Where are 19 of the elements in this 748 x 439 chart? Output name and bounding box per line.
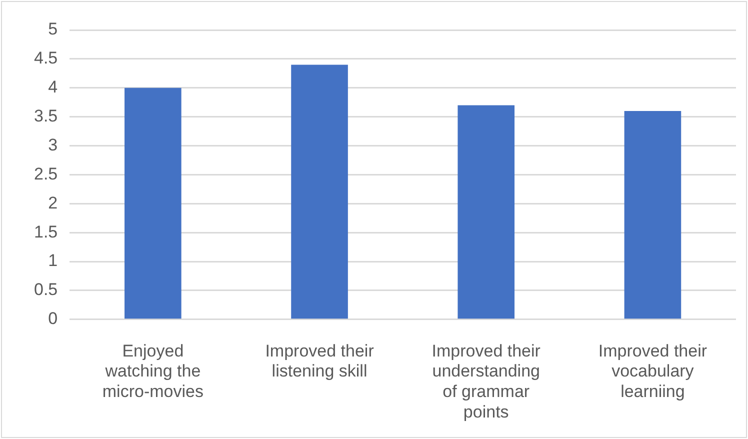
x-tick-label: Improved their understanding of grammar points [432,341,541,422]
y-tick-label: 3.5 [34,106,58,126]
y-tick-label: 0 [48,309,58,328]
y-tick-label: 1.5 [34,222,58,242]
y-tick-label: 4 [48,78,58,97]
x-tick-label: Enjoyed watching the micro-movies [102,341,204,402]
y-tick-label: 2.5 [34,164,58,184]
x-tick-label: Improved their vocabulary learniing [598,341,708,402]
y-tick-label: 2 [48,193,58,212]
y-tick-label: 4.5 [34,48,58,68]
bar [124,88,182,319]
x-tick-label: Improved their listening skill [265,341,374,381]
y-tick-label: 0.5 [34,280,58,300]
bar [291,64,348,319]
y-tick-label: 5 [48,20,58,39]
y-tick-label: 3 [48,135,58,154]
bar [458,105,515,319]
bar [624,111,682,319]
y-tick-label: 1 [48,251,58,270]
